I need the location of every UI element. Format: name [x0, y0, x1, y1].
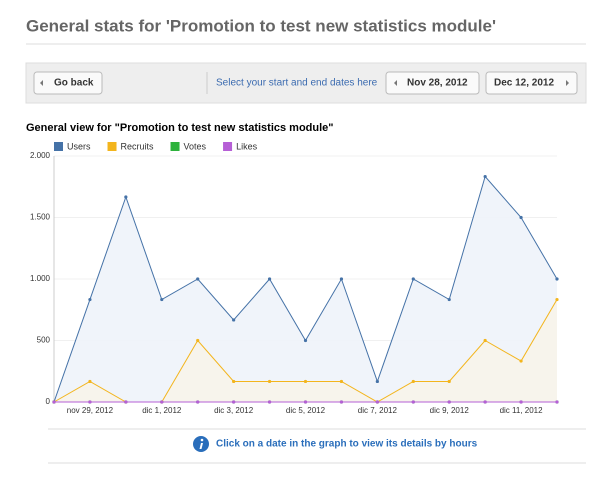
point: [555, 277, 559, 281]
legend-label: Likes: [236, 141, 258, 151]
point: [447, 400, 451, 404]
arrow-left: [394, 80, 397, 86]
arrow-right: [566, 80, 569, 86]
date-prompt: Select your start and end dates here: [216, 78, 378, 89]
point: [375, 400, 379, 404]
legend-label: Votes: [184, 141, 207, 151]
button-frame: [33, 71, 103, 95]
legend-label: Users: [67, 141, 91, 151]
point: [160, 400, 164, 404]
button-label: Nov 28, 2012: [407, 78, 468, 89]
hint: Click on a date in the graph to view its…: [216, 439, 478, 450]
point: [88, 297, 92, 302]
point: [196, 277, 200, 281]
x-tick-label: dic 9, 2012: [430, 406, 470, 415]
legend-swatch: [223, 142, 233, 151]
point: [483, 338, 487, 343]
x-tick-label: dic 1, 2012: [142, 406, 182, 415]
button-label: Go back: [54, 78, 94, 89]
y-tick-label: 1.500: [30, 213, 51, 222]
point: [196, 400, 200, 404]
x-tick-label: nov 29, 2012: [67, 406, 114, 415]
point: [519, 215, 523, 220]
y-tick-label: 0: [46, 397, 51, 406]
point: [124, 400, 128, 404]
point: [447, 379, 451, 384]
point: [339, 400, 344, 404]
area: [54, 176, 557, 402]
point: [375, 379, 379, 384]
point: [303, 379, 308, 384]
button-frame: [385, 71, 480, 95]
x-tick-label: dic 11, 2012: [500, 406, 544, 415]
button-label: Dec 12, 2012: [494, 78, 554, 89]
point: [52, 400, 56, 404]
point: [88, 400, 92, 404]
point: [232, 400, 236, 404]
back-button[interactable]: Go back: [33, 71, 103, 95]
end-date-button[interactable]: Dec 12, 2012: [485, 71, 578, 95]
page-title: General stats for 'Promotion to test new…: [26, 16, 496, 35]
icon-stem: [199, 443, 203, 449]
point: [303, 338, 308, 343]
chart-title: General view for "Promotion to test new …: [26, 122, 334, 134]
point: [232, 318, 236, 322]
point: [339, 277, 344, 281]
point: [555, 400, 559, 404]
x-tick-label: dic 7, 2012: [358, 406, 398, 415]
point: [519, 359, 523, 363]
legend-label: Recruits: [121, 141, 155, 151]
point: [483, 174, 487, 179]
point: [303, 400, 308, 404]
point: [555, 297, 559, 302]
point: [411, 379, 415, 384]
legend-swatch: [170, 142, 180, 151]
x-tick-label: dic 3, 2012: [214, 406, 254, 415]
start-date-button[interactable]: Nov 28, 2012: [385, 71, 480, 95]
point: [124, 195, 128, 199]
y-tick-label: 500: [37, 336, 51, 345]
point: [267, 277, 272, 281]
point: [232, 379, 236, 384]
point: [88, 379, 92, 384]
point: [160, 297, 164, 302]
point: [411, 277, 415, 281]
info-icon: [193, 436, 209, 452]
point: [267, 400, 272, 404]
area: [54, 299, 557, 402]
point: [519, 400, 523, 404]
point: [196, 338, 200, 343]
y-tick-label: 1.000: [30, 274, 51, 283]
arrow-left: [40, 80, 43, 86]
y-tick-label: 2.000: [30, 151, 51, 160]
point: [267, 379, 272, 384]
legend-swatch: [107, 142, 117, 151]
button-frame: [485, 71, 578, 95]
legend-swatch: [54, 142, 63, 151]
icon-dot: [200, 438, 204, 442]
x-tick-label: dic 5, 2012: [286, 406, 326, 415]
point: [483, 400, 487, 404]
point: [447, 297, 451, 302]
point: [411, 400, 415, 404]
point: [339, 379, 344, 384]
